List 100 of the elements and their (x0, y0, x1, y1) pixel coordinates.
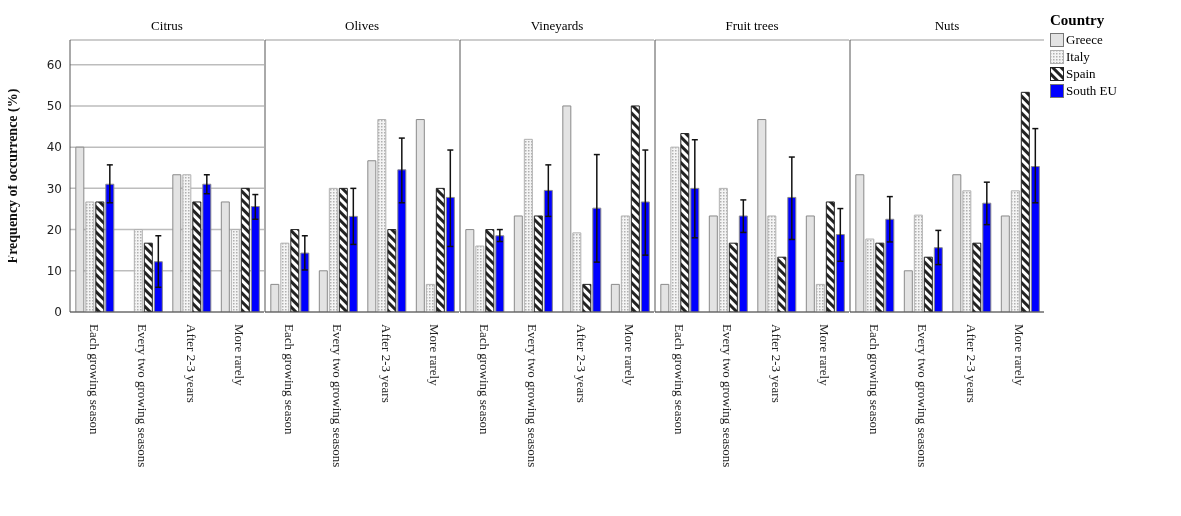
bar (425, 283, 435, 312)
x-tick-label: Every two growing seasons (330, 324, 346, 468)
chart-title: Olives (344, 18, 380, 35)
bar (630, 105, 640, 312)
bar (1000, 215, 1010, 312)
bar (923, 256, 933, 312)
bar (680, 133, 690, 312)
bar (387, 229, 397, 312)
bar (825, 201, 835, 312)
bar (718, 187, 728, 312)
bar (182, 174, 192, 312)
x-tick-label: More rarely (622, 324, 638, 387)
bar (543, 189, 553, 312)
bar (972, 242, 982, 312)
x-tick-label: More rarely (1012, 324, 1028, 387)
bar (202, 183, 212, 312)
bar (728, 242, 738, 312)
x-tick-label: Every two growing seasons (525, 324, 541, 468)
bar (485, 229, 495, 312)
bar (338, 187, 348, 312)
bar (777, 256, 787, 312)
x-tick-label: More rarely (817, 324, 833, 387)
bar (435, 187, 445, 312)
bar (865, 238, 875, 312)
x-tick-label: After 2-3 years (963, 324, 979, 403)
chart-title: Fruit trees (724, 18, 780, 35)
x-tick-label: Each growing season (86, 324, 102, 435)
x-tick-label: More rarely (427, 324, 443, 387)
bar (670, 146, 680, 312)
y-tick-label: 50 (46, 99, 62, 114)
bar (952, 174, 962, 312)
bar (153, 261, 163, 312)
bar (377, 119, 387, 312)
y-tick-label: 60 (46, 57, 62, 72)
x-tick-label: Every two growing seasons (915, 324, 931, 468)
x-tick-label: Every two growing seasons (135, 324, 151, 468)
legend-label: South EU (1066, 82, 1117, 99)
bar (240, 187, 250, 312)
y-tick-label: 40 (46, 140, 62, 155)
bar (143, 242, 153, 312)
bar (250, 206, 260, 312)
bar (495, 235, 505, 312)
bar (562, 105, 572, 312)
bar (767, 215, 777, 312)
bar (962, 190, 972, 312)
bar (105, 183, 115, 312)
chart-title: Nuts (933, 18, 961, 35)
bar (367, 160, 377, 312)
bar (475, 245, 485, 312)
bar (133, 229, 143, 312)
bar (172, 174, 182, 312)
x-tick-label: After 2-3 years (378, 324, 394, 403)
bar (533, 215, 543, 312)
bar (270, 283, 280, 312)
legend-label: Spain (1066, 65, 1096, 82)
bar (708, 215, 718, 312)
x-tick-label: After 2-3 years (183, 324, 199, 403)
legend-label: Italy (1066, 48, 1090, 65)
bar (885, 218, 895, 312)
chart-title: Citrus (150, 18, 184, 35)
bar (913, 214, 923, 312)
x-tick-label: More rarely (232, 324, 248, 387)
chart-title: Vineyards (529, 18, 585, 35)
bar (192, 201, 202, 312)
bar (1020, 91, 1030, 312)
bar (933, 247, 943, 312)
bar (1030, 166, 1040, 312)
bar (855, 174, 865, 312)
bar (348, 215, 358, 312)
bar (835, 234, 845, 312)
bar (280, 242, 290, 312)
bar (582, 283, 592, 312)
bar (757, 119, 767, 312)
x-tick-label: Each growing season (866, 324, 882, 435)
x-tick-label: Each growing season (476, 324, 492, 435)
bar (1010, 190, 1020, 312)
bar (903, 270, 913, 312)
bar (875, 242, 885, 312)
bar (982, 202, 992, 312)
y-tick-label: 0 (54, 305, 62, 320)
x-tick-label: Every two growing seasons (720, 324, 736, 468)
bar (640, 201, 650, 312)
bar (290, 229, 300, 312)
bar (85, 201, 95, 312)
y-tick-label: 30 (46, 181, 62, 196)
bar (300, 252, 310, 312)
bar (397, 169, 407, 312)
bar (513, 215, 523, 312)
bar (690, 187, 700, 312)
x-tick-label: After 2-3 years (573, 324, 589, 403)
x-tick-label: Each growing season (671, 324, 687, 435)
bar (620, 215, 630, 312)
bar (787, 196, 797, 312)
bar (75, 146, 85, 312)
bar (318, 270, 328, 312)
x-tick-label: After 2-3 years (768, 324, 784, 403)
legend-label: Greece (1066, 31, 1103, 48)
y-tick-label: 20 (46, 222, 62, 237)
x-tick-label: Each growing season (281, 324, 297, 435)
bar (230, 229, 240, 312)
